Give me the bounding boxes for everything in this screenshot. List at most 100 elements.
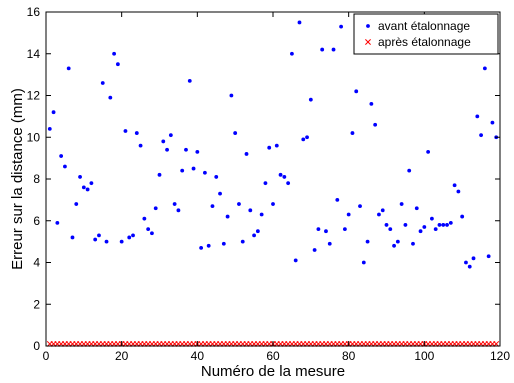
data-point-avant [100,81,105,85]
data-point-avant [297,20,302,25]
data-point-avant [146,227,151,232]
data-point-avant [464,260,468,265]
data-point-avant [81,185,86,190]
data-point-avant [327,241,332,246]
data-point-avant [346,212,351,217]
data-point-avant [206,243,211,248]
data-point-avant [482,66,487,71]
data-point-avant [203,170,207,175]
y-tick-label: 4 [33,256,40,270]
data-point-avant [358,204,362,209]
data-point-avant [369,101,374,106]
x-tick-label: 20 [115,349,129,363]
data-point-avant [267,145,272,150]
data-point-avant [59,154,64,158]
data-point-avant [365,239,370,244]
data-point-avant [430,216,434,221]
data-point-avant [229,93,234,98]
data-point-avant [418,229,423,234]
legend-label-apres: après étalonnage [378,35,471,49]
data-point-avant [199,245,204,250]
data-point-avant [339,24,343,29]
y-tick-label: 12 [27,89,41,103]
data-point-avant [282,175,287,179]
data-point-avant [475,114,480,119]
data-point-avant [112,51,116,56]
data-point-avant [301,137,306,142]
data-point-avant [388,227,393,232]
data-point-avant [142,216,147,221]
data-point-avant [460,214,465,219]
data-point-avant [138,143,143,148]
data-point-avant [305,135,309,140]
data-point-avant [422,225,427,229]
legend-marker-symbol [365,39,371,45]
legend-label-avant: avant étalonnage [378,19,470,33]
data-point-avant [373,122,378,127]
data-point-avant [115,62,120,67]
data-point-avant [350,131,355,135]
data-point-avant [278,172,283,177]
data-point-avant [377,212,381,217]
data-point-avant [233,131,238,135]
data-point-avant [407,168,412,173]
data-point-avant [150,231,154,236]
legend-marker-apres [365,39,371,45]
series-avant-etalonnage [47,20,499,269]
data-point-avant [78,175,82,179]
data-point-avant [399,202,404,206]
data-point-avant [259,212,264,217]
data-point-avant [225,214,230,219]
y-tick-label: 14 [27,47,41,61]
data-point-avant [153,206,158,211]
data-point-avant [448,220,453,225]
data-point-avant [168,133,173,138]
x-tick-label: 40 [191,349,205,363]
data-point-avant [384,223,389,227]
data-point-avant [324,229,328,234]
data-point-avant [210,204,215,209]
legend-marker-avant [366,24,370,28]
data-point-avant [187,78,192,83]
x-tick-label: 60 [266,349,280,363]
data-point-avant [486,254,491,259]
data-point-avant [433,227,438,232]
data-point-avant [354,89,359,94]
data-point-avant [237,202,241,206]
data-point-avant [176,208,181,213]
y-tick-label: 10 [27,130,41,144]
data-point-avant [331,47,336,52]
data-point-avant [290,51,294,56]
data-point-avant [134,131,139,135]
data-point-avant [240,239,245,244]
data-point-avant [55,220,60,225]
data-point-avant [165,147,169,152]
data-point-avant [263,181,268,186]
data-point-avant [286,181,291,186]
y-tick-label: 6 [33,214,40,228]
data-point-avant [479,133,483,138]
data-point-avant [191,166,196,171]
data-point-avant [490,120,495,125]
data-point-avant [74,202,79,206]
data-point-avant [172,202,177,206]
data-point-avant [437,223,442,227]
data-point-avant [274,143,279,148]
legend-box [353,13,499,55]
data-point-avant [426,149,431,154]
data-point-avant [414,206,419,211]
y-tick-label: 16 [27,5,41,19]
data-point-avant [471,256,476,261]
data-point-avant [93,237,98,242]
data-point-avant [123,129,128,133]
data-point-avant [452,183,457,188]
data-point-avant [195,149,200,154]
data-point-avant [161,139,166,144]
x-axis-label: Numéro de la mesure [201,363,345,380]
data-point-avant [244,152,249,156]
data-point-avant [70,235,75,240]
data-point-avant [392,243,396,248]
data-point-avant [108,95,113,100]
data-point-avant [248,208,253,213]
